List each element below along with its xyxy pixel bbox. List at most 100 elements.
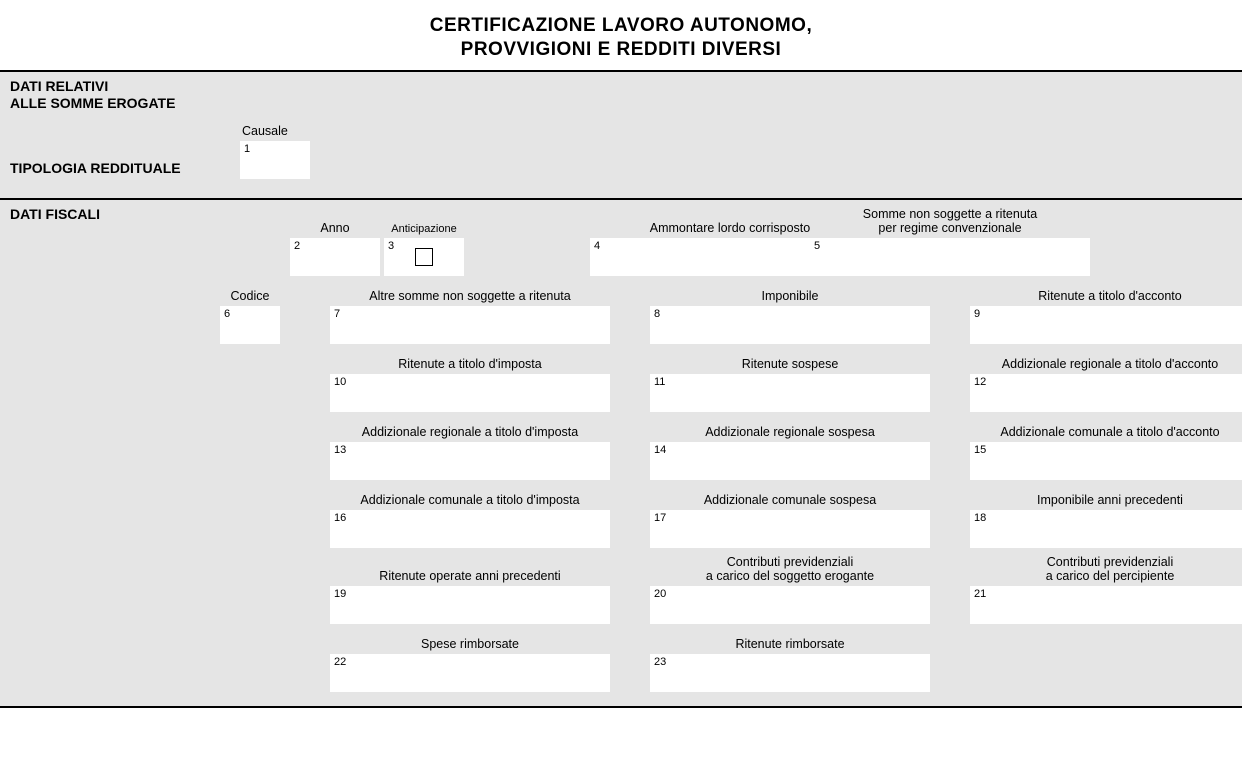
field-3-num: 3 bbox=[388, 240, 394, 252]
field-6-label: Codice bbox=[220, 290, 280, 306]
field-7-input[interactable]: 7 bbox=[330, 306, 610, 344]
field-13: Addizionale regionale a titolo d'imposta… bbox=[330, 442, 610, 480]
field-19-label: Ritenute operate anni precedenti bbox=[330, 570, 610, 586]
side-label-dati-fiscali: DATI FISCALI bbox=[0, 200, 220, 230]
field-3-checkbox[interactable] bbox=[415, 248, 433, 266]
field-5-num: 5 bbox=[814, 240, 820, 252]
field-22: Spese rimborsate 22 bbox=[330, 654, 610, 692]
field-3-input[interactable]: 3 bbox=[384, 238, 464, 276]
field-7-label: Altre somme non soggette a ritenuta bbox=[330, 290, 610, 306]
field-8-label: Imponibile bbox=[650, 290, 930, 306]
form-area: DATI RELATIVI ALLE SOMME EROGATE TIPOLOG… bbox=[0, 72, 1242, 706]
field-16: Addizionale comunale a titolo d'imposta … bbox=[330, 510, 610, 548]
field-17-num: 17 bbox=[654, 512, 666, 524]
field-5: Somme non soggette a ritenuta per regime… bbox=[810, 238, 1090, 276]
field-19-input[interactable]: 19 bbox=[330, 586, 610, 624]
fiscal-row-1: Anno 2 Anticipazione 3 Ammontare lordo c… bbox=[220, 238, 1242, 276]
field-1-label: Causale bbox=[240, 125, 310, 141]
field-5-input[interactable]: 5 bbox=[810, 238, 1090, 276]
field-16-label: Addizionale comunale a titolo d'imposta bbox=[330, 494, 610, 510]
field-23: Ritenute rimborsate 23 bbox=[650, 654, 930, 692]
field-17-label: Addizionale comunale sospesa bbox=[650, 494, 930, 510]
field-6-input[interactable]: 6 bbox=[220, 306, 280, 344]
field-8-input[interactable]: 8 bbox=[650, 306, 930, 344]
field-5-label: Somme non soggette a ritenuta per regime… bbox=[810, 208, 1090, 238]
field-1-causale: Causale 1 bbox=[240, 141, 310, 179]
section-dati-relativi: DATI RELATIVI ALLE SOMME EROGATE bbox=[0, 72, 1242, 119]
field-22-label: Spese rimborsate bbox=[330, 638, 610, 654]
field-9-num: 9 bbox=[974, 308, 980, 320]
field-16-input[interactable]: 16 bbox=[330, 510, 610, 548]
field-19-num: 19 bbox=[334, 588, 346, 600]
field-3-label: Anticipazione bbox=[384, 223, 464, 237]
field-15-num: 15 bbox=[974, 444, 986, 456]
field-7-num: 7 bbox=[334, 308, 340, 320]
field-12-num: 12 bbox=[974, 376, 986, 388]
fiscal-row-6: Ritenute operate anni precedenti 19 Cont… bbox=[220, 586, 1242, 624]
field-11-label: Ritenute sospese bbox=[650, 358, 930, 374]
side-label-dati-relativi: DATI RELATIVI ALLE SOMME EROGATE bbox=[0, 72, 220, 119]
field-9-input[interactable]: 9 bbox=[970, 306, 1242, 344]
field-22-num: 22 bbox=[334, 656, 346, 668]
field-18-num: 18 bbox=[974, 512, 986, 524]
field-18-input[interactable]: 18 bbox=[970, 510, 1242, 548]
field-13-num: 13 bbox=[334, 444, 346, 456]
field-14: Addizionale regionale sospesa 14 bbox=[650, 442, 930, 480]
field-6-codice: Codice 6 bbox=[220, 306, 280, 344]
field-17: Addizionale comunale sospesa 17 bbox=[650, 510, 930, 548]
field-9-label: Ritenute a titolo d'acconto bbox=[970, 290, 1242, 306]
field-12: Addizionale regionale a titolo d'acconto… bbox=[970, 374, 1242, 412]
field-3-anticipazione: Anticipazione 3 bbox=[384, 238, 464, 276]
field-2-input[interactable]: 2 bbox=[290, 238, 380, 276]
field-21: Contributi previdenziali a carico del pe… bbox=[970, 586, 1242, 624]
fiscal-row-5: Addizionale comunale a titolo d'imposta … bbox=[220, 510, 1242, 548]
field-10: Ritenute a titolo d'imposta 10 bbox=[330, 374, 610, 412]
fiscal-row-7: Spese rimborsate 22 Ritenute rimborsate … bbox=[220, 654, 1242, 692]
field-14-label: Addizionale regionale sospesa bbox=[650, 426, 930, 442]
field-8: Imponibile 8 bbox=[650, 306, 930, 344]
field-17-input[interactable]: 17 bbox=[650, 510, 930, 548]
side-label-tipologia: TIPOLOGIA REDDITUALE bbox=[0, 154, 220, 190]
field-23-num: 23 bbox=[654, 656, 666, 668]
field-10-num: 10 bbox=[334, 376, 346, 388]
fiscal-row-2: Codice 6 Altre somme non soggette a rite… bbox=[220, 306, 1242, 344]
field-4-num: 4 bbox=[594, 240, 600, 252]
field-14-input[interactable]: 14 bbox=[650, 442, 930, 480]
field-1-num: 1 bbox=[244, 143, 250, 155]
field-13-input[interactable]: 13 bbox=[330, 442, 610, 480]
field-23-label: Ritenute rimborsate bbox=[650, 638, 930, 654]
field-14-num: 14 bbox=[654, 444, 666, 456]
field-16-num: 16 bbox=[334, 512, 346, 524]
field-10-input[interactable]: 10 bbox=[330, 374, 610, 412]
fiscal-row-4: Addizionale regionale a titolo d'imposta… bbox=[220, 442, 1242, 480]
section-dati-fiscali: DATI FISCALI Anno 2 Anticipazione 3 bbox=[0, 200, 1242, 706]
field-9: Ritenute a titolo d'acconto 9 bbox=[970, 306, 1242, 344]
field-11-input[interactable]: 11 bbox=[650, 374, 930, 412]
field-11: Ritenute sospese 11 bbox=[650, 374, 930, 412]
field-12-label: Addizionale regionale a titolo d'acconto bbox=[970, 358, 1242, 374]
field-18-label: Imponibile anni precedenti bbox=[970, 494, 1242, 510]
field-13-label: Addizionale regionale a titolo d'imposta bbox=[330, 426, 610, 442]
field-7: Altre somme non soggette a ritenuta 7 bbox=[330, 306, 610, 344]
field-21-input[interactable]: 21 bbox=[970, 586, 1242, 624]
field-15: Addizionale comunale a titolo d'acconto … bbox=[970, 442, 1242, 480]
field-15-input[interactable]: 15 bbox=[970, 442, 1242, 480]
field-10-label: Ritenute a titolo d'imposta bbox=[330, 358, 610, 374]
field-11-num: 11 bbox=[654, 376, 665, 388]
field-23-input[interactable]: 23 bbox=[650, 654, 930, 692]
field-19: Ritenute operate anni precedenti 19 bbox=[330, 586, 610, 624]
field-2-anno: Anno 2 bbox=[290, 238, 380, 276]
fiscal-row-3: Ritenute a titolo d'imposta 10 Ritenute … bbox=[220, 374, 1242, 412]
field-20-input[interactable]: 20 bbox=[650, 586, 930, 624]
field-20: Contributi previdenziali a carico del so… bbox=[650, 586, 930, 624]
field-20-label: Contributi previdenziali a carico del so… bbox=[650, 556, 930, 586]
field-21-label: Contributi previdenziali a carico del pe… bbox=[970, 556, 1242, 586]
page-title: CERTIFICAZIONE LAVORO AUTONOMO, PROVVIGI… bbox=[0, 0, 1242, 70]
section-tipologia: TIPOLOGIA REDDITUALE Causale 1 bbox=[0, 119, 1242, 198]
field-15-label: Addizionale comunale a titolo d'acconto bbox=[970, 426, 1242, 442]
field-8-num: 8 bbox=[654, 308, 660, 320]
field-22-input[interactable]: 22 bbox=[330, 654, 610, 692]
field-12-input[interactable]: 12 bbox=[970, 374, 1242, 412]
field-1-input[interactable]: 1 bbox=[240, 141, 310, 179]
title-line2: PROVVIGIONI E REDDITI DIVERSI bbox=[0, 38, 1242, 62]
